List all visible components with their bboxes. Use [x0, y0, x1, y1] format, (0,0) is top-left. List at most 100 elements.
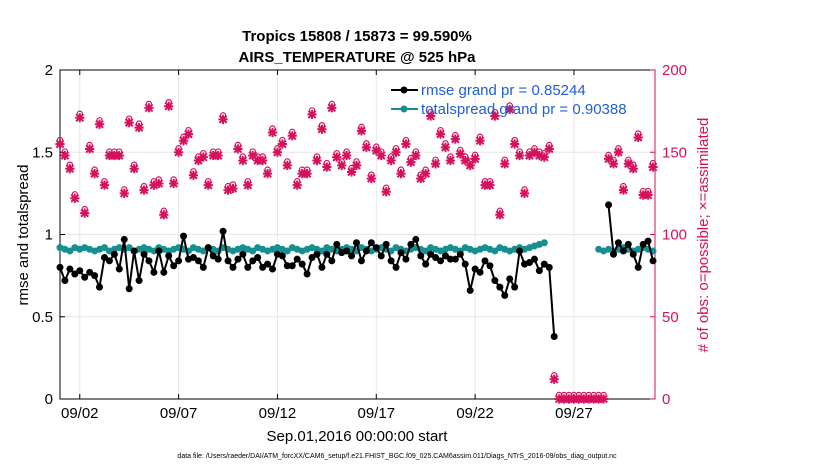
y-right-tick-label: 200	[662, 62, 687, 79]
obs-assimilated-point	[258, 155, 268, 166]
rmse-point	[545, 263, 553, 271]
rmse-point	[110, 250, 118, 258]
obs-assimilated-point	[569, 394, 579, 404]
rmse-point	[264, 260, 272, 268]
obs-assimilated-point	[435, 129, 446, 139]
obs-assimilated-point	[638, 190, 648, 200]
rmse-point	[130, 247, 138, 255]
obs-assimilated-point	[75, 113, 85, 123]
rmse-point	[175, 257, 183, 265]
obs-assimilated-point	[114, 150, 124, 161]
obs-assimilated-point	[302, 169, 312, 179]
y-tick-label: 2	[45, 62, 53, 79]
obs-assimilated-point	[529, 147, 540, 157]
rmse-point	[530, 255, 538, 263]
obs-assimilated-point	[465, 160, 475, 171]
rmse-point	[180, 232, 188, 240]
rmse-point	[397, 249, 405, 257]
obs-assimilated-point	[623, 159, 633, 169]
obs-assimilated-point	[198, 152, 208, 162]
x-tick-label: 09/07	[160, 405, 198, 422]
obs-assimilated-point	[312, 155, 322, 166]
y-tick-label: 0.5	[32, 309, 53, 326]
obs-assimilated-point	[60, 150, 70, 161]
obs-assimilated-point	[500, 159, 510, 169]
rmse-point	[66, 265, 74, 273]
x-tick-label: 09/27	[555, 405, 593, 422]
rmse-point	[189, 254, 197, 262]
obs-assimilated-point	[203, 180, 213, 190]
obs-assimilated-point	[440, 142, 451, 152]
obs-assimilated-point	[386, 155, 396, 166]
obs-assimilated-point	[406, 157, 416, 167]
rmse-point	[298, 260, 306, 268]
rmse-point	[120, 235, 128, 243]
rmse-point	[535, 267, 543, 275]
rmse-point	[402, 255, 410, 263]
obs-assimilated-point	[287, 131, 297, 141]
obs-assimilated-point	[94, 119, 105, 129]
obs-assimilated-point	[149, 180, 159, 190]
chart-title-line2: AIRS_TEMPERATURE @ 525 hPa	[239, 49, 477, 66]
obs-assimilated-point	[480, 180, 490, 190]
obs-assimilated-point	[109, 150, 119, 161]
rmse-point	[550, 332, 558, 340]
rmse-point	[486, 262, 494, 270]
obs-assimilated-point	[470, 154, 480, 164]
obs-assimilated-point	[124, 118, 134, 128]
totalspread-point	[540, 239, 548, 247]
rmse-point	[229, 263, 237, 271]
rmse-point	[412, 235, 420, 243]
obs-assimilated-point	[376, 150, 386, 161]
obs-assimilated-point	[174, 147, 184, 157]
rmse-point	[501, 291, 509, 299]
obs-assimilated-point	[297, 169, 307, 179]
obs-assimilated-point	[455, 149, 465, 159]
obs-assimilated-point	[65, 164, 75, 174]
obs-assimilated-point	[159, 210, 169, 220]
obs-assimilated-point	[381, 187, 391, 197]
rmse-point	[165, 252, 173, 260]
obs-assimilated-point	[85, 144, 95, 154]
obs-assimilated-point	[272, 147, 283, 157]
rmse-point	[624, 240, 632, 248]
obs-assimilated-point	[401, 139, 411, 149]
rmse-point	[61, 277, 69, 285]
rmse-point	[377, 252, 385, 260]
obs-assimilated-point	[426, 111, 436, 121]
legend-spread-label: totalspread grand pr = 0.90388	[421, 101, 627, 118]
y-axis-right-label: # of obs: o=possible; ×=assimilated	[695, 118, 712, 353]
obs-assimilated-point	[559, 394, 569, 404]
obs-assimilated-point	[594, 394, 604, 404]
obs-assimilated-point	[613, 147, 624, 157]
rmse-point	[100, 254, 108, 262]
rmse-point	[288, 262, 296, 270]
rmse-point	[105, 257, 113, 265]
obs-assimilated-point	[248, 150, 258, 161]
rmse-point	[511, 283, 519, 291]
rmse-point	[481, 257, 489, 265]
rmse-point	[476, 268, 484, 276]
obs-assimilated-point	[322, 162, 332, 172]
obs-assimilated-point	[633, 132, 643, 143]
x-axis-label: Sep.01,2016 00:00:00 start	[267, 428, 449, 445]
totalspread-point	[422, 247, 430, 255]
obs-assimilated-point	[514, 150, 525, 161]
rmse-point	[432, 254, 440, 262]
rmse-point	[644, 237, 652, 245]
rmse-point	[437, 257, 445, 265]
obs-assimilated-point	[351, 160, 362, 171]
obs-assimilated-point	[411, 150, 421, 161]
obs-assimilated-point	[342, 150, 352, 161]
obs-assimilated-point	[544, 144, 554, 154]
y-axis-label: rmse and totalspread	[15, 165, 32, 306]
rmse-point	[609, 250, 617, 258]
obs-assimilated-point	[421, 169, 431, 179]
rmse-point	[239, 250, 247, 258]
obs-assimilated-point	[119, 188, 129, 198]
obs-assimilated-point	[218, 114, 228, 124]
obs-assimilated-point	[292, 180, 302, 190]
y-tick-label: 0	[45, 391, 53, 408]
rmse-point	[71, 270, 79, 278]
